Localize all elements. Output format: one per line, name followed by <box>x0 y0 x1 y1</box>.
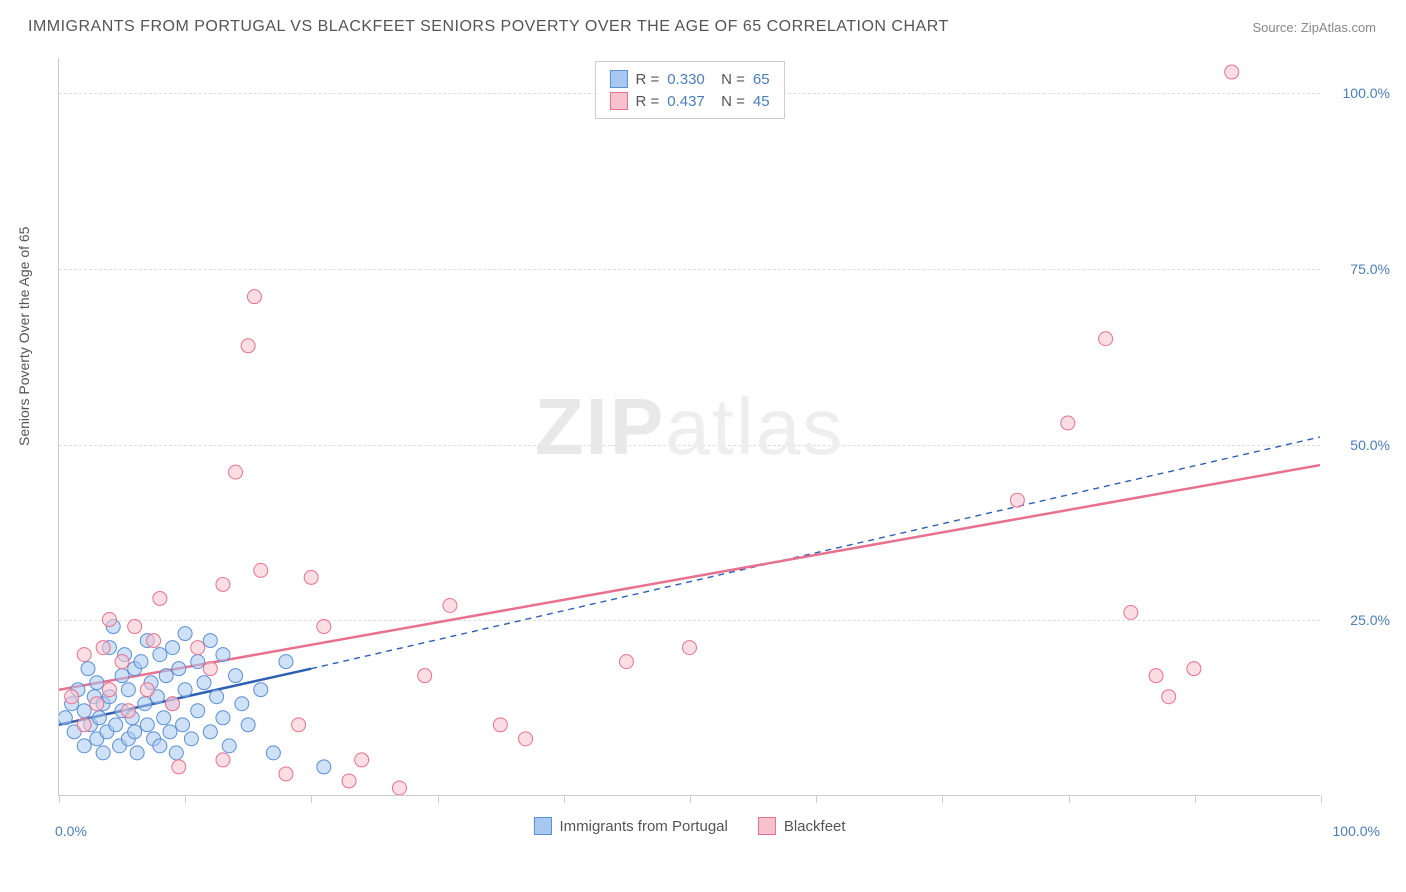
legend-row-series1: R = 0.330 N = 65 <box>609 68 769 90</box>
x-tick <box>311 795 312 803</box>
legend-swatch-pink <box>758 817 776 835</box>
legend-row-series2: R = 0.437 N = 45 <box>609 90 769 112</box>
x-tick <box>185 795 186 803</box>
r-value-1: 0.330 <box>667 71 705 88</box>
y-tick-label: 100.0% <box>1343 85 1390 101</box>
x-tick <box>1069 795 1070 803</box>
x-tick <box>1321 795 1322 803</box>
r-label: R = <box>635 93 659 110</box>
correlation-legend: R = 0.330 N = 65 R = 0.437 N = 45 <box>594 61 784 119</box>
y-tick-label: 50.0% <box>1350 437 1390 453</box>
x-tick <box>690 795 691 803</box>
y-axis-label: Seniors Poverty Over the Age of 65 <box>16 227 32 446</box>
x-tick <box>438 795 439 803</box>
series-legend: Immigrants from Portugal Blackfeet <box>533 817 845 835</box>
r-label: R = <box>635 71 659 88</box>
chart-plot-area: ZIPatlas R = 0.330 N = 65 R = 0.437 N = … <box>58 58 1320 796</box>
x-tick-label: 100.0% <box>1333 823 1380 839</box>
n-label: N = <box>713 93 745 110</box>
x-tick <box>59 795 60 803</box>
chart-title: IMMIGRANTS FROM PORTUGAL VS BLACKFEET SE… <box>28 18 949 36</box>
legend-label-2: Blackfeet <box>784 818 846 835</box>
legend-item-blackfeet: Blackfeet <box>758 817 846 835</box>
legend-swatch-blue <box>609 70 627 88</box>
r-value-2: 0.437 <box>667 93 705 110</box>
legend-swatch-pink <box>609 92 627 110</box>
x-tick <box>564 795 565 803</box>
y-tick-label: 25.0% <box>1350 612 1390 628</box>
legend-swatch-blue <box>533 817 551 835</box>
legend-item-portugal: Immigrants from Portugal <box>533 817 727 835</box>
x-tick <box>942 795 943 803</box>
x-tick <box>1195 795 1196 803</box>
source-attribution: Source: ZipAtlas.com <box>1252 20 1376 35</box>
legend-label-1: Immigrants from Portugal <box>559 818 727 835</box>
n-value-2: 45 <box>753 93 770 110</box>
x-tick-label: 0.0% <box>55 823 87 839</box>
x-tick <box>816 795 817 803</box>
y-tick-label: 75.0% <box>1350 261 1390 277</box>
n-label: N = <box>713 71 745 88</box>
scatter-svg <box>59 58 1320 795</box>
n-value-1: 65 <box>753 71 770 88</box>
